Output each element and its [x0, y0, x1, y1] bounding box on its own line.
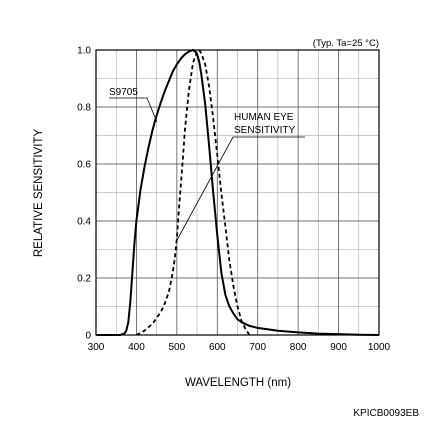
x-axis-title: WAVELENGTH (nm) — [185, 377, 291, 389]
s9705-curve — [96, 49, 380, 336]
y-tick-label: 0.2 — [77, 274, 91, 285]
conditions-note: (Typ. Ta=25 °C) — [313, 38, 379, 49]
figure-code: KPICB0093EB — [353, 408, 419, 419]
plot-border — [95, 49, 380, 336]
y-tick-label: 0 — [85, 331, 91, 342]
y-tick-label: 0.6 — [77, 160, 91, 171]
s9705-leader-line — [109, 97, 158, 123]
annotations: S9705 HUMAN EYE SENSITIVITY — [109, 87, 305, 243]
x-tick-label: 300 — [88, 342, 105, 353]
human-eye-sensitivity-curve — [135, 49, 251, 336]
y-tick-label: 0.8 — [77, 103, 91, 114]
x-tick-label: 700 — [249, 342, 266, 353]
x-tick-label: 800 — [290, 342, 307, 353]
x-tick-label: 600 — [209, 342, 226, 353]
tick-labels: 300 400 500 600 700 800 900 1000 0 0.2 0.4 0.6 0.8 1.… — [77, 46, 390, 354]
plot-frame — [95, 49, 380, 336]
human-eye-leader-line — [175, 136, 305, 243]
grid — [96, 50, 379, 335]
human-eye-label-line2: SENSITIVITY — [234, 125, 295, 136]
human-eye-label: HUMAN EYE — [234, 112, 294, 123]
y-axis-title: RELATIVE SENSITIVITY — [33, 129, 45, 258]
y-tick-label: 0.4 — [77, 217, 91, 228]
x-tick-label: 1000 — [368, 342, 391, 353]
series-group — [96, 49, 380, 336]
x-tick-label: 400 — [128, 342, 145, 353]
x-tick-label: 900 — [330, 342, 347, 353]
x-tick-label: 500 — [169, 342, 186, 353]
y-tick-label: 1.0 — [77, 46, 91, 57]
s9705-label: S9705 — [109, 87, 138, 98]
